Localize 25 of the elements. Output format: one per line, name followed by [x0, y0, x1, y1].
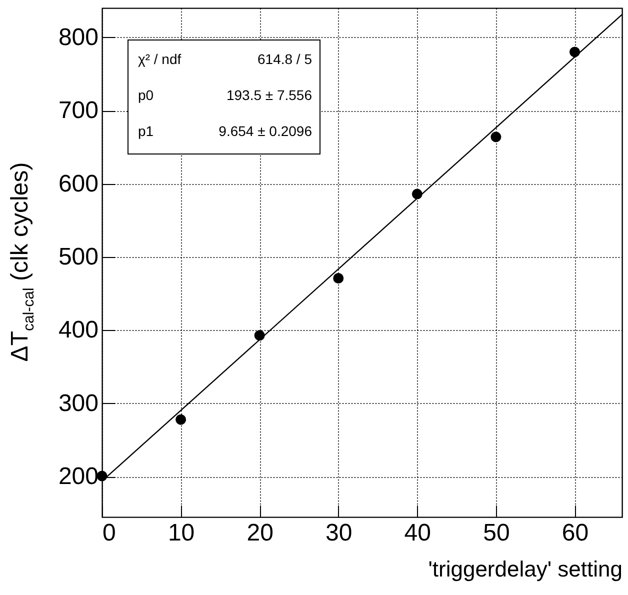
annotation: p0	[138, 87, 154, 103]
point	[333, 273, 344, 284]
point	[569, 46, 580, 58]
y-tick-label: 800	[58, 24, 98, 51]
y-tick-label: 700	[58, 97, 98, 124]
annotation: 614.8 / 5	[258, 51, 312, 67]
point	[176, 414, 186, 425]
x-axis-title: 'triggerdelay' setting	[428, 556, 622, 582]
annotation: 193.5 ± 7.556	[226, 87, 312, 103]
x-tick-label: 60	[562, 520, 589, 546]
x-tick-label: 30	[326, 520, 352, 546]
y-tick-label: 200	[58, 463, 98, 490]
y-tick-label: 500	[58, 244, 98, 271]
point	[490, 132, 502, 142]
x-tick-label: 50	[483, 520, 510, 546]
annotation: p1	[138, 123, 154, 139]
x-tick-label: 40	[404, 520, 432, 546]
annotation: χ² / ndf	[138, 51, 182, 67]
annotation: 9.654 ± 0.2096	[218, 123, 312, 139]
y-tick-label: 300	[58, 390, 98, 417]
y-tick-label: 400	[58, 316, 98, 344]
x-tick-label: 20	[246, 520, 274, 546]
x-tick-label: 10	[168, 520, 195, 546]
y-tick-label: 600	[58, 170, 98, 198]
x-tick-label: 0	[102, 520, 116, 546]
